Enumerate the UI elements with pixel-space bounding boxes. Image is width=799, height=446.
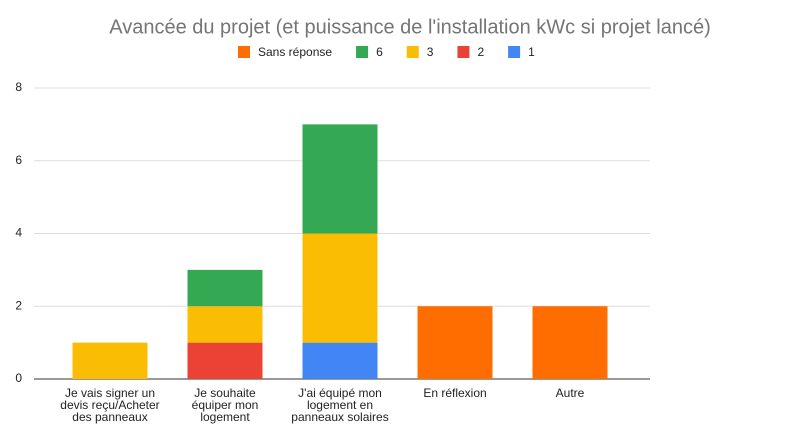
legend-swatch bbox=[356, 46, 369, 58]
legend-swatch bbox=[406, 46, 419, 58]
bar-segment bbox=[302, 124, 378, 234]
legend-label: 1 bbox=[528, 45, 535, 59]
bar-segment bbox=[187, 269, 263, 307]
bar-segment bbox=[72, 342, 148, 379]
y-tick-label: 2 bbox=[15, 298, 22, 312]
y-tick-label: 6 bbox=[15, 153, 22, 167]
bar-segment bbox=[187, 342, 263, 379]
x-tick-label: Je souhaite équiper mon logement bbox=[191, 386, 259, 424]
chart-title: Avancée du projet (et puissance de l'ins… bbox=[109, 16, 711, 38]
y-tick-label: 4 bbox=[15, 226, 22, 240]
x-tick-label: Autre bbox=[555, 386, 585, 400]
legend-swatch bbox=[508, 46, 521, 58]
bar-segment bbox=[302, 342, 378, 379]
bar-segment bbox=[532, 306, 608, 379]
legend-label: Sans réponse bbox=[258, 45, 332, 59]
y-tick-label: 0 bbox=[15, 371, 22, 385]
legend-swatch bbox=[457, 46, 470, 58]
legend-label: 3 bbox=[427, 45, 434, 59]
x-tick-label: Je vais signer un devis reçu/Acheter des… bbox=[60, 386, 160, 424]
x-tick-label: J'ai équipé mon logement en panneaux sol… bbox=[291, 386, 389, 424]
legend-swatch bbox=[238, 46, 250, 58]
legend-label: 6 bbox=[376, 45, 383, 59]
bar-segment bbox=[187, 306, 263, 343]
bar-segment bbox=[302, 233, 378, 343]
y-tick-label: 8 bbox=[15, 80, 22, 94]
x-tick-label: En réflexion bbox=[423, 386, 487, 400]
bar-segment bbox=[417, 306, 493, 379]
legend-label: 2 bbox=[477, 45, 484, 59]
